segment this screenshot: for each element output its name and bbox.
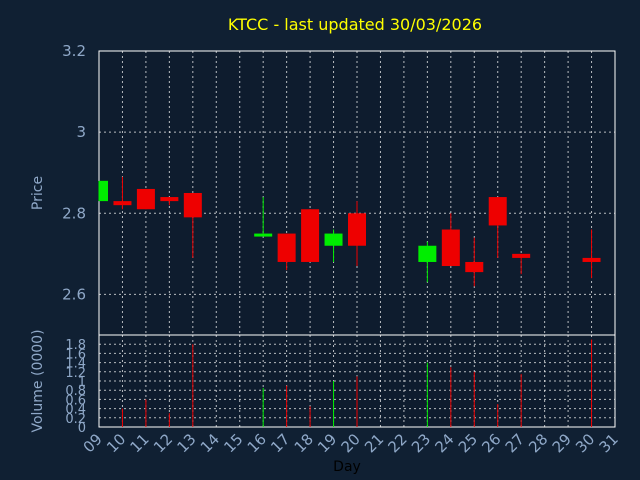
price-axis-label: Price <box>30 176 46 210</box>
day-tick-label: 30 <box>572 430 598 456</box>
candle-body <box>582 257 601 262</box>
day-tick-label: 19 <box>314 430 340 456</box>
day-tick-label: 13 <box>173 430 199 456</box>
volume-tick-label: 1.6 <box>65 347 86 362</box>
x-axis-label: Day <box>333 459 361 475</box>
volume-tick-label: 1 <box>78 375 86 390</box>
day-tick-label: 18 <box>291 430 317 456</box>
candle-body <box>441 229 460 267</box>
candle-body <box>183 193 202 218</box>
volume-bars <box>121 339 593 427</box>
candle-body <box>301 209 320 262</box>
day-tick-label: 20 <box>338 430 364 456</box>
day-tick-label: 26 <box>478 430 504 456</box>
price-tick-label: 2.6 <box>62 285 86 303</box>
volume-axis: 00.20.40.60.811.21.41.61.8 <box>65 338 86 436</box>
day-tick-label: 24 <box>431 430 457 456</box>
day-tick-label: 23 <box>408 430 434 456</box>
price-axis: 2.6 2.8 3 3.2 <box>62 42 86 303</box>
candle-body <box>277 233 296 262</box>
chart-title: KTCC - last updated 30/03/2026 <box>228 15 482 34</box>
volume-tick-label: 1.2 <box>65 366 86 381</box>
candle-body <box>465 261 484 273</box>
volume-tick-label: 0.2 <box>65 412 86 427</box>
candle-body <box>348 213 366 246</box>
day-tick-label: 29 <box>549 430 575 456</box>
candle-body <box>99 180 108 202</box>
price-tick-label: 2.8 <box>62 204 86 222</box>
volume-tick-label: 0.8 <box>65 384 86 399</box>
volume-tick-label: 0 <box>78 421 86 436</box>
candle-body <box>254 233 273 237</box>
volume-tick-label: 0.4 <box>65 403 86 418</box>
day-tick-label: 27 <box>502 430 528 456</box>
candle-body <box>488 197 507 226</box>
candle-body <box>160 197 179 202</box>
volume-axis-label: Volume (0000) <box>30 329 46 432</box>
day-tick-label: 22 <box>385 430 411 456</box>
candle-body <box>113 201 132 206</box>
day-tick-label: 31 <box>596 430 622 456</box>
candle-body <box>512 253 531 258</box>
day-tick-label: 15 <box>220 430 246 456</box>
candle-body <box>136 188 155 210</box>
candle-body <box>324 233 343 246</box>
price-tick-label: 3 <box>76 123 86 141</box>
day-tick-label: 28 <box>525 430 551 456</box>
day-axis: 0910111213141516171819202122232425262728… <box>80 430 622 456</box>
candle-body <box>418 245 437 262</box>
day-tick-label: 21 <box>361 430 387 456</box>
day-tick-label: 11 <box>127 430 153 456</box>
day-tick-label: 16 <box>244 430 270 456</box>
volume-tick-label: 0.6 <box>65 393 86 408</box>
day-tick-label: 12 <box>150 430 176 456</box>
price-tick-label: 3.2 <box>62 42 86 60</box>
volume-tick-label: 1.8 <box>65 338 86 353</box>
day-tick-label: 17 <box>267 430 293 456</box>
day-tick-label: 14 <box>197 430 223 456</box>
day-tick-label: 10 <box>103 430 129 456</box>
day-tick-label: 25 <box>455 430 481 456</box>
volume-tick-label: 1.4 <box>65 357 86 372</box>
candles <box>98 176 601 287</box>
